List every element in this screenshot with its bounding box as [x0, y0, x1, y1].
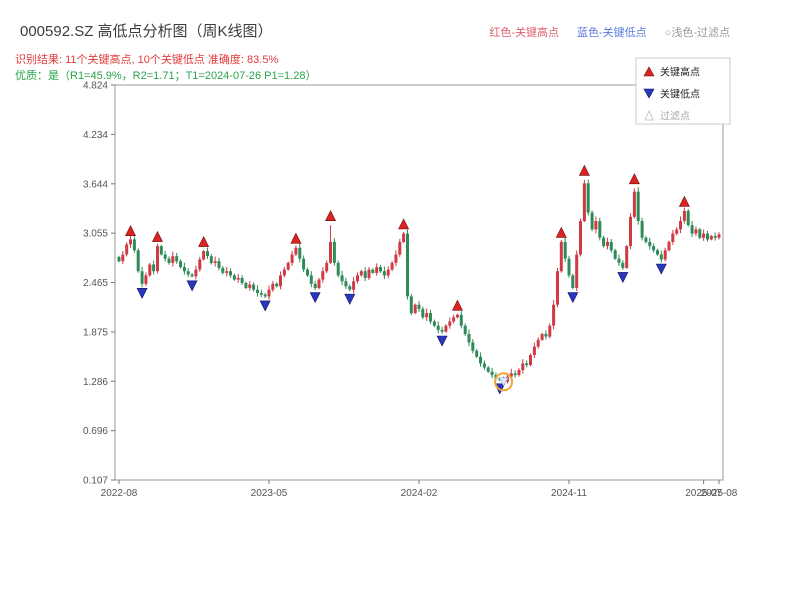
- svg-text:关键低点: 关键低点: [660, 88, 700, 101]
- svg-text:2024-02: 2024-02: [401, 488, 438, 499]
- svg-text:3.055: 3.055: [83, 229, 108, 240]
- svg-text:3.644: 3.644: [83, 179, 108, 190]
- svg-text:2.465: 2.465: [83, 278, 108, 289]
- top-legend: 红色-关键高点 蓝色-关键低点 ○浅色-过滤点: [489, 24, 730, 40]
- legend-filtered-label: ○浅色-过滤点: [664, 27, 730, 39]
- svg-text:1.875: 1.875: [83, 327, 108, 338]
- svg-text:2025-07: 2025-07: [685, 488, 722, 499]
- page-title: 000592.SZ 高低点分析图（周K线图）: [20, 23, 273, 40]
- svg-text:2025-08: 2025-08: [701, 488, 738, 499]
- quality-result-text: 优质：是（R1=45.9%，R2=1.71；T1=2024-07-26 P1=1…: [15, 70, 317, 82]
- svg-text:0.696: 0.696: [83, 426, 108, 437]
- legend-key-low-label: 蓝色-关键低点: [577, 27, 647, 39]
- svg-text:0.107: 0.107: [83, 476, 108, 487]
- svg-text:2024-11: 2024-11: [551, 488, 587, 499]
- recognition-result-text: 识别结果: 11个关键高点, 10个关键低点 准确度: 83.5%: [15, 54, 279, 66]
- svg-text:4.234: 4.234: [83, 130, 108, 141]
- svg-text:2022-08: 2022-08: [101, 488, 138, 499]
- svg-text:过滤点: 过滤点: [660, 110, 690, 123]
- svg-text:4.824: 4.824: [83, 81, 108, 92]
- svg-text:1.286: 1.286: [83, 377, 108, 388]
- svg-text:2023-05: 2023-05: [251, 488, 288, 499]
- svg-text:关键高点: 关键高点: [660, 66, 700, 79]
- legend-key-high-label: 红色-关键高点: [489, 27, 560, 39]
